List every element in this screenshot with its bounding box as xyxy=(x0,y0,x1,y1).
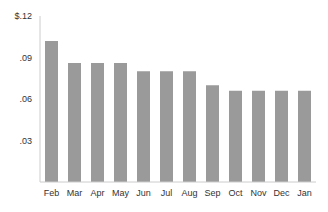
svg-text:.06: .06 xyxy=(19,94,32,104)
svg-text:Jun: Jun xyxy=(136,188,151,198)
svg-text:Oct: Oct xyxy=(228,188,243,198)
svg-text:Jan: Jan xyxy=(297,188,312,198)
svg-text:Jul: Jul xyxy=(161,188,173,198)
svg-text:Feb: Feb xyxy=(44,188,60,198)
svg-text:Aug: Aug xyxy=(181,188,197,198)
svg-text:$.12: $.12 xyxy=(14,11,32,21)
svg-text:Mar: Mar xyxy=(67,188,83,198)
svg-text:Dec: Dec xyxy=(273,188,290,198)
svg-text:Nov: Nov xyxy=(250,188,267,198)
svg-text:May: May xyxy=(112,188,130,198)
svg-text:Apr: Apr xyxy=(90,188,104,198)
svg-text:.09: .09 xyxy=(19,53,32,63)
svg-text:.03: .03 xyxy=(19,136,32,146)
svg-text:Sep: Sep xyxy=(204,188,220,198)
